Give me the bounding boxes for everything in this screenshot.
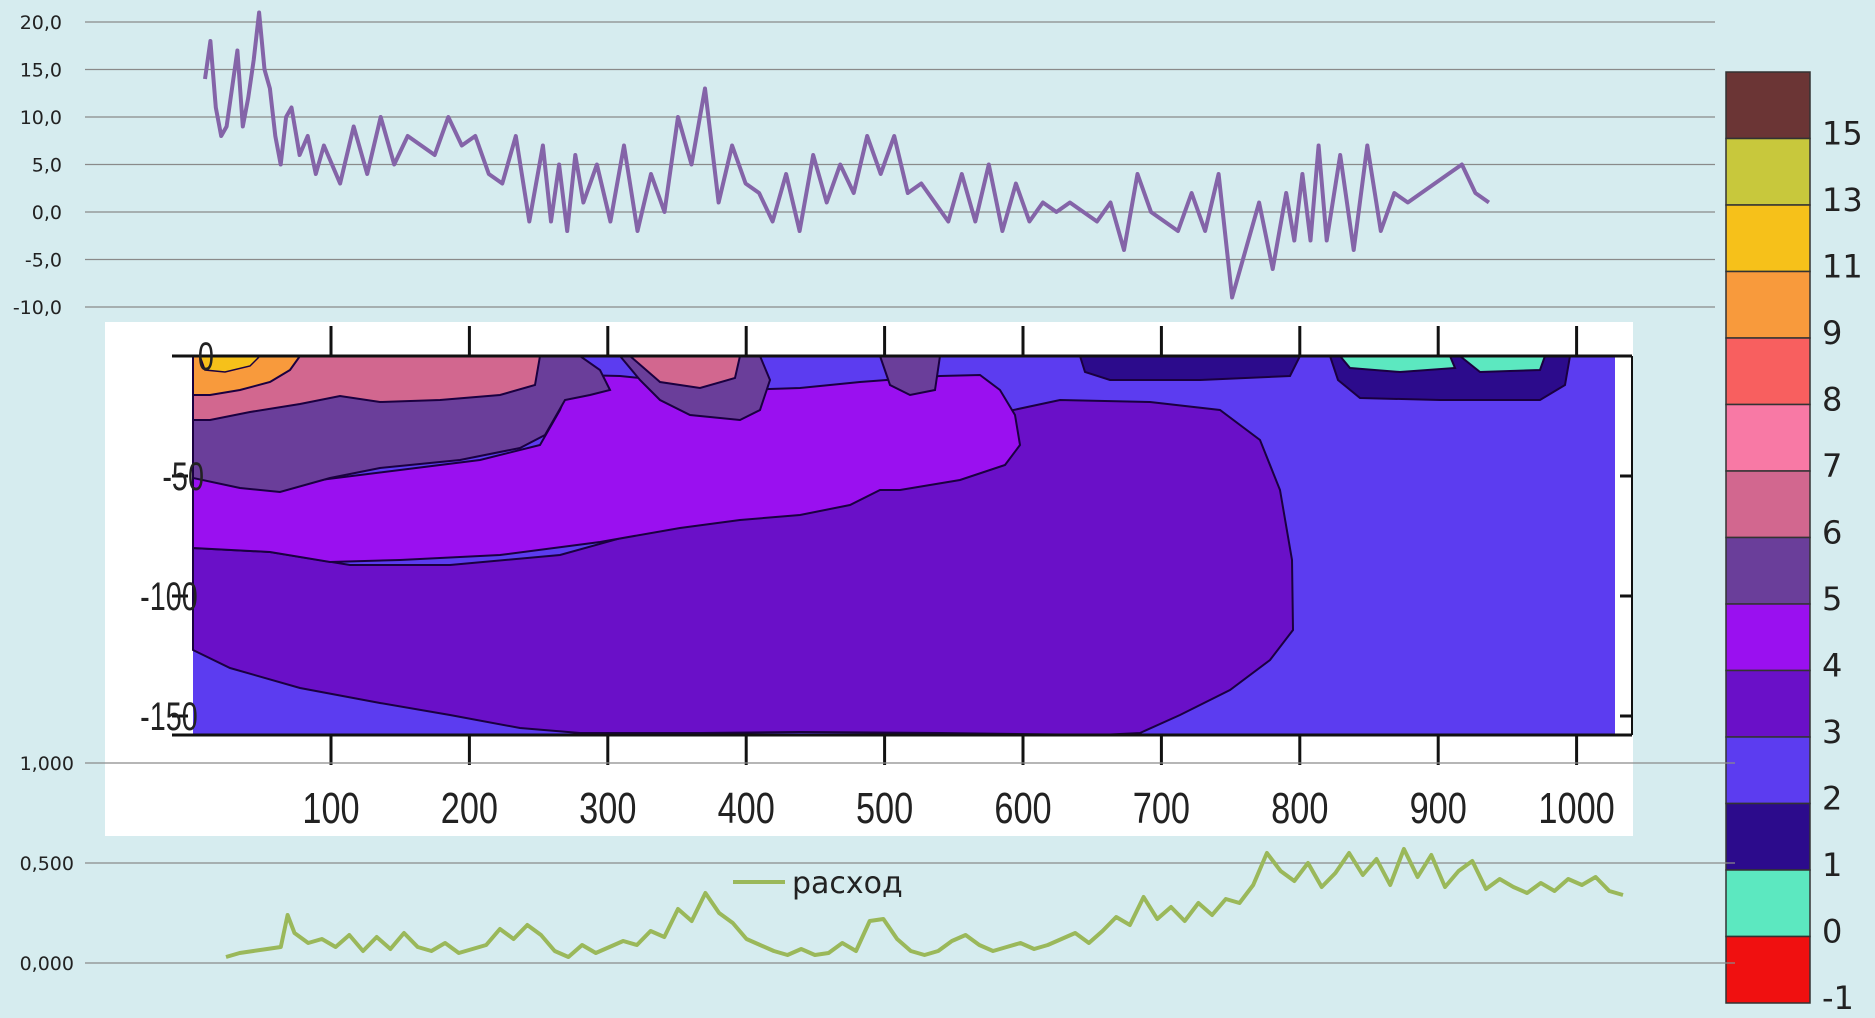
- contour-y-tick-labels: 0 -50 -100 -150: [140, 334, 214, 739]
- colorbar-cell: [1725, 270, 1811, 339]
- colorbar-tick-labels: 15 13 11 9 8 7 6 5 4 3 2 1 0 -1: [1822, 115, 1863, 1018]
- x-tick-label: 500: [856, 784, 913, 833]
- x-tick-label: 300: [579, 784, 636, 833]
- colorbar-tick-label: 5: [1822, 580, 1842, 618]
- temperature-line-chart: 20,0 15,0 10,0 5,0 0,0 -5,0 -10,0: [13, 10, 1715, 319]
- colorbar-tick-label: 1: [1822, 846, 1842, 884]
- colorbar-cell: [1725, 470, 1811, 539]
- bottom-chart-series-line: [225, 847, 1624, 959]
- colorbar-cell: [1725, 137, 1811, 206]
- colorbar-cell: [1725, 802, 1811, 871]
- colorbar-tick-label: 4: [1822, 647, 1842, 685]
- colorbar-cell: [1725, 71, 1811, 140]
- colorbar-cells: [1725, 71, 1811, 1004]
- y-tick-label: -50: [162, 454, 204, 499]
- colorbar-tick-label: -1: [1822, 979, 1854, 1017]
- x-tick-label: 600: [994, 784, 1051, 833]
- y-tick-label: 0,0: [32, 202, 62, 224]
- y-tick-label: -100: [140, 574, 198, 619]
- top-chart-y-tick-labels: 20,0 15,0 10,0 5,0 0,0 -5,0 -10,0: [13, 12, 62, 319]
- colorbar: 15 13 11 9 8 7 6 5 4 3 2 1 0 -1: [1725, 71, 1863, 1018]
- colorbar-cell: [1725, 869, 1811, 938]
- colorbar-cell: [1725, 603, 1811, 672]
- x-tick-label: 1000: [1538, 784, 1614, 833]
- top-chart-gridlines: [85, 21, 1715, 308]
- bottom-chart-gridlines: [85, 762, 1735, 964]
- contour-axes-frame: [172, 326, 1633, 765]
- colorbar-tick-label: 15: [1822, 115, 1863, 153]
- top-chart-series-line: [203, 10, 1491, 300]
- legend: расход: [733, 866, 903, 901]
- y-tick-label: -5,0: [25, 250, 62, 272]
- colorbar-tick-label: 11: [1822, 248, 1863, 286]
- discharge-line-chart: 1,000 0,500 0,000 расход: [20, 753, 1735, 975]
- colorbar-tick-label: 9: [1822, 314, 1842, 352]
- x-tick-label: 400: [718, 784, 775, 833]
- colorbar-cell: [1725, 337, 1811, 406]
- colorbar-cell: [1725, 935, 1811, 1004]
- colorbar-tick-label: 7: [1822, 447, 1842, 485]
- bottom-chart-y-tick-labels: 1,000 0,500 0,000: [20, 753, 74, 975]
- colorbar-tick-label: 13: [1822, 181, 1863, 219]
- colorbar-cell: [1725, 204, 1811, 273]
- contour-x-tick-labels: 100 200 300 400 500 600 700 800 900 1000: [302, 784, 1614, 833]
- colorbar-cell: [1725, 536, 1811, 605]
- contour-plot-area: [192, 355, 1615, 737]
- y-tick-label: 0,500: [20, 853, 74, 875]
- y-tick-label: 0,000: [20, 953, 74, 975]
- y-tick-label: -10,0: [13, 297, 62, 319]
- y-tick-label: -150: [140, 694, 198, 739]
- colorbar-tick-label: 3: [1822, 713, 1842, 751]
- colorbar-tick-label: 2: [1822, 780, 1842, 818]
- y-tick-label: 0: [198, 334, 214, 379]
- colorbar-cell: [1725, 403, 1811, 472]
- x-tick-label: 800: [1271, 784, 1328, 833]
- x-tick-label: 700: [1133, 784, 1190, 833]
- y-tick-label: 10,0: [20, 107, 62, 129]
- y-tick-label: 1,000: [20, 753, 74, 775]
- contour-band-1: [1078, 355, 1302, 381]
- x-tick-label: 900: [1410, 784, 1467, 833]
- colorbar-cell: [1725, 669, 1811, 738]
- x-tick-label: 200: [441, 784, 498, 833]
- y-tick-label: 5,0: [32, 155, 62, 177]
- colorbar-cell: [1725, 736, 1811, 805]
- y-tick-label: 15,0: [20, 60, 62, 82]
- colorbar-tick-label: 0: [1822, 913, 1842, 951]
- colorbar-tick-label: 8: [1822, 381, 1842, 419]
- y-tick-label: 20,0: [20, 12, 62, 34]
- depth-contour-chart: 0 -50 -100 -150 100 200 300 400 500 600 700 800 900…: [105, 322, 1633, 836]
- colorbar-tick-label: 6: [1822, 514, 1842, 552]
- x-tick-label: 100: [302, 784, 359, 833]
- legend-label: расход: [792, 866, 903, 901]
